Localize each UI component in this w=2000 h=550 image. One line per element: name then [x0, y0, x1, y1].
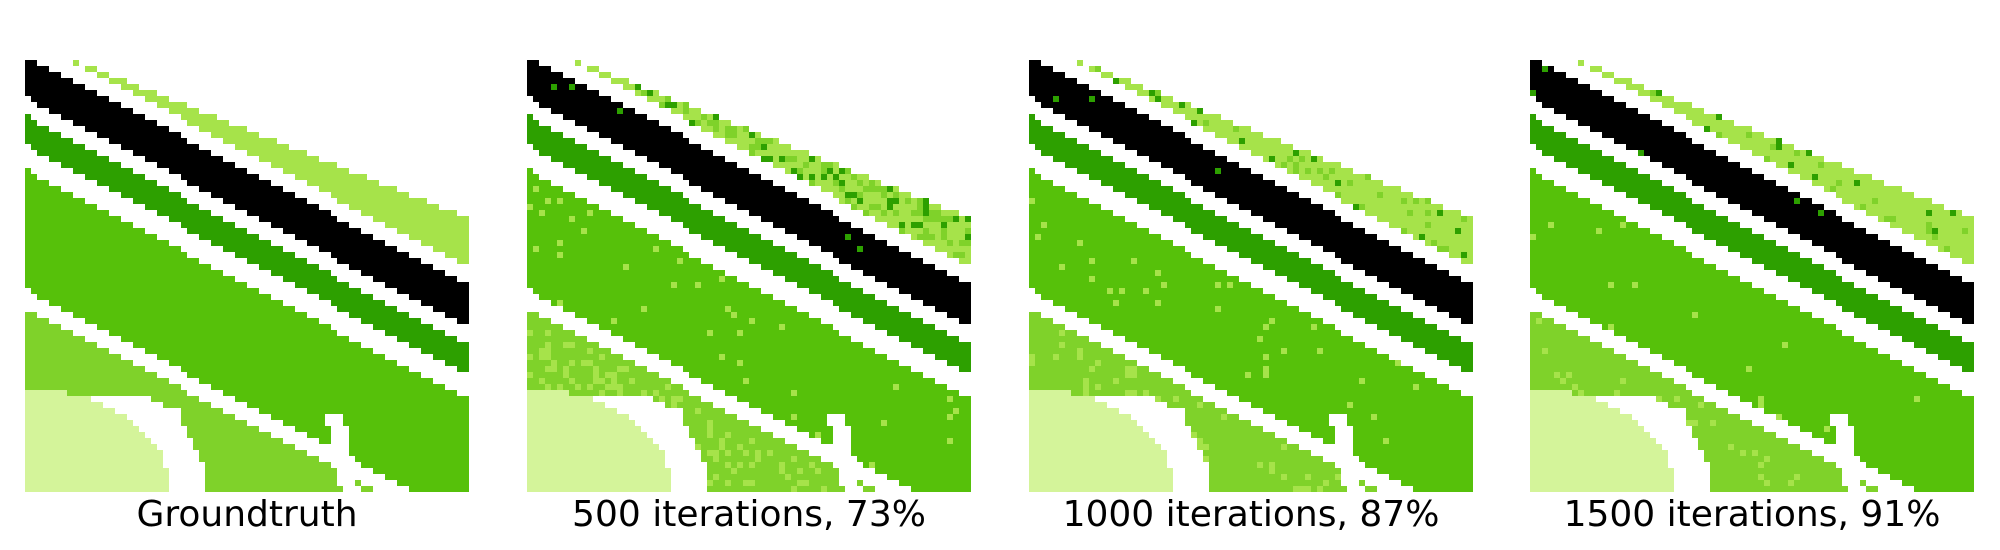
prediction-panel-1000: 1000 iterations, 87%	[1029, 48, 1473, 535]
prediction-caption-500: 500 iterations, 73%	[572, 494, 926, 535]
groundtruth-panel: Groundtruth	[25, 48, 469, 535]
prediction-panel-1500: 1500 iterations, 91%	[1530, 48, 1974, 535]
prediction-panel-500: 500 iterations, 73%	[527, 48, 971, 535]
prediction-caption-1500: 1500 iterations, 91%	[1563, 494, 1941, 535]
prediction-map-1500	[1530, 60, 1974, 492]
prediction-caption-1000: 1000 iterations, 87%	[1062, 494, 1440, 535]
prediction-map-500	[527, 60, 971, 492]
groundtruth-caption: Groundtruth	[136, 494, 358, 535]
prediction-map-1000	[1029, 60, 1473, 492]
groundtruth-map	[25, 60, 469, 492]
